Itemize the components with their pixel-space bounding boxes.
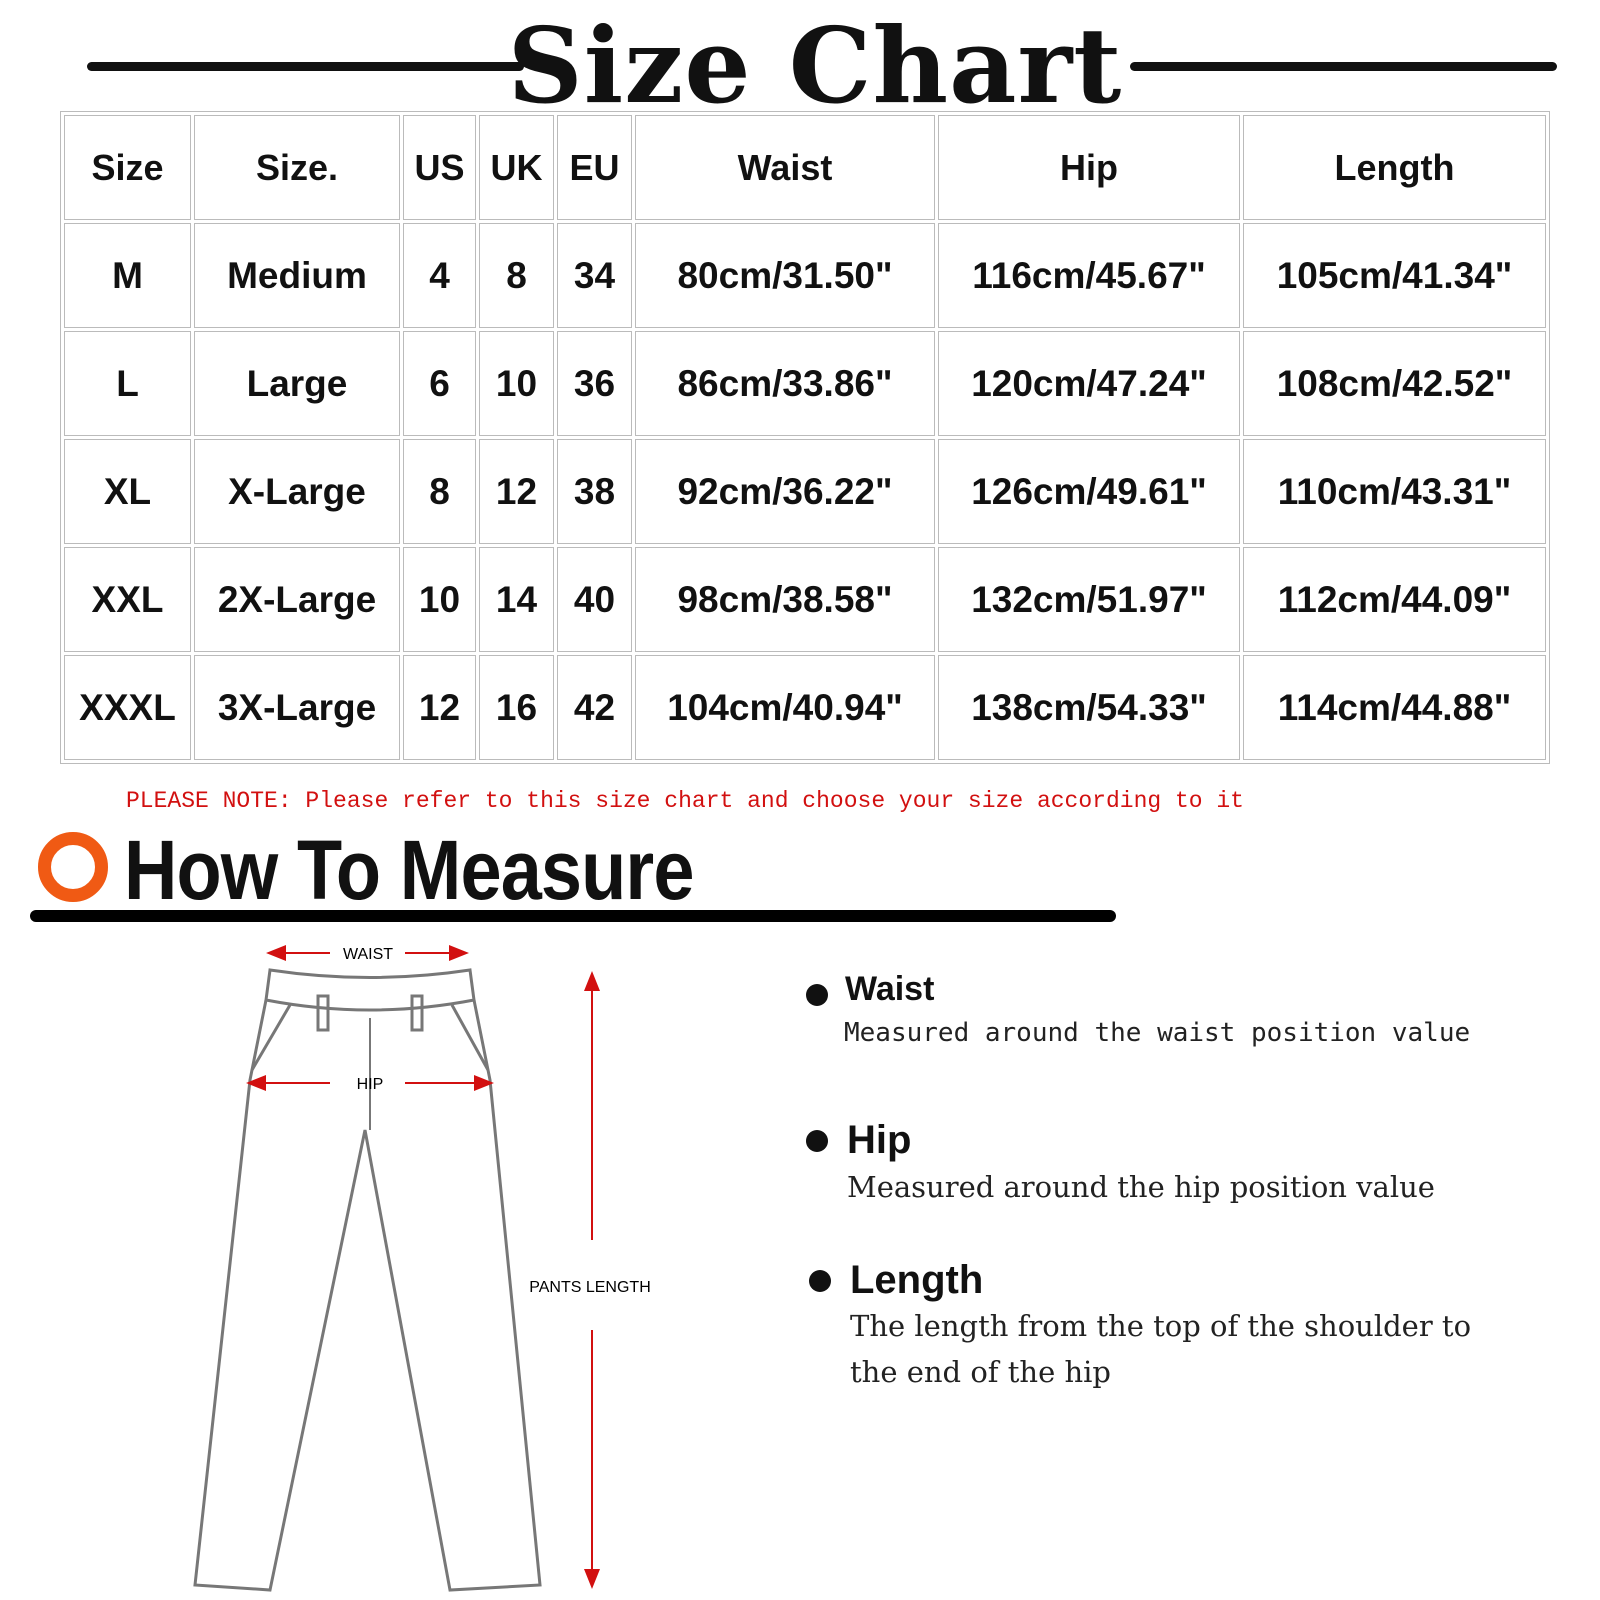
waist-label: WAIST <box>343 946 393 963</box>
table-cell: 10 <box>403 547 476 652</box>
measure-hip-desc: Measured around the hip position value <box>847 1170 1435 1204</box>
bullet-icon <box>806 1130 828 1152</box>
table-cell: 34 <box>557 223 632 328</box>
table-cell: 132cm/51.97" <box>938 547 1240 652</box>
table-cell: 114cm/44.88" <box>1243 655 1546 760</box>
table-cell: 12 <box>403 655 476 760</box>
hip-label: HIP <box>357 1076 384 1093</box>
table-cell: 6 <box>403 331 476 436</box>
title-rule-left <box>87 62 524 71</box>
table-cell: 116cm/45.67" <box>938 223 1240 328</box>
table-cell: XXL <box>64 547 191 652</box>
table-cell: 38 <box>557 439 632 544</box>
table-cell: 8 <box>403 439 476 544</box>
length-label: PANTS LENGTH <box>529 1279 651 1296</box>
table-cell: 8 <box>479 223 554 328</box>
table-cell: 10 <box>479 331 554 436</box>
table-cell: 98cm/38.58" <box>635 547 935 652</box>
measure-length-desc: The length from the top of the shoulder … <box>850 1309 1472 1343</box>
table-cell: 126cm/49.61" <box>938 439 1240 544</box>
table-cell: XL <box>64 439 191 544</box>
table-cell: 105cm/41.34" <box>1243 223 1546 328</box>
header-uk: UK <box>479 115 554 220</box>
table-cell: 36 <box>557 331 632 436</box>
table-cell: 16 <box>479 655 554 760</box>
pants-outline-icon <box>193 968 542 1592</box>
table-cell: L <box>64 331 191 436</box>
table-header-row: Size Size. US UK EU Waist Hip Length <box>64 115 1546 220</box>
table-cell: M <box>64 223 191 328</box>
table-cell: 3X-Large <box>194 655 400 760</box>
table-cell: 108cm/42.52" <box>1243 331 1546 436</box>
measure-waist-desc: Measured around the waist position value <box>844 1018 1471 1048</box>
table-row: M Medium 4 8 34 80cm/31.50" 116cm/45.67" 105cm/… <box>64 223 1546 328</box>
header-length: Length <box>1243 115 1546 220</box>
pants-diagram: WAIST HIP PANTS LENGTH <box>193 945 651 1592</box>
measure-length-title: Length <box>850 1258 984 1302</box>
size-note: PLEASE NOTE: Please refer to this size c… <box>126 788 1244 814</box>
table-cell: Large <box>194 331 400 436</box>
table-row: XL X-Large 8 12 38 92cm/36.22" 126cm/49.61" 110… <box>64 439 1546 544</box>
table-cell: XXXL <box>64 655 191 760</box>
measure-length-desc-2: the end of the hip <box>850 1355 1111 1389</box>
how-to-rule <box>30 910 1116 922</box>
table-cell: 4 <box>403 223 476 328</box>
ring-icon <box>38 832 108 902</box>
page-title: Size Chart <box>507 4 1123 127</box>
table-cell: 120cm/47.24" <box>938 331 1240 436</box>
header-waist: Waist <box>635 115 935 220</box>
table-cell: 138cm/54.33" <box>938 655 1240 760</box>
title-rule-right <box>1130 62 1557 71</box>
how-to-measure-title: How To Measure <box>124 823 694 917</box>
table-cell: Medium <box>194 223 400 328</box>
header-hip: Hip <box>938 115 1240 220</box>
table-cell: 104cm/40.94" <box>635 655 935 760</box>
table-row: L Large 6 10 36 86cm/33.86" 120cm/47.24" 108cm/… <box>64 331 1546 436</box>
header-size-name: Size. <box>194 115 400 220</box>
header-size: Size <box>64 115 191 220</box>
table-cell: 14 <box>479 547 554 652</box>
table-cell: 110cm/43.31" <box>1243 439 1546 544</box>
bullet-icon <box>809 1270 831 1292</box>
table-cell: 112cm/44.09" <box>1243 547 1546 652</box>
table-cell: 92cm/36.22" <box>635 439 935 544</box>
bullet-icon <box>806 984 828 1006</box>
measure-waist-title: Waist <box>845 970 935 1008</box>
table-row: XXXL 3X-Large 12 16 42 104cm/40.94" 138cm/54.3… <box>64 655 1546 760</box>
header-us: US <box>403 115 476 220</box>
table-cell: X-Large <box>194 439 400 544</box>
size-table: Size Size. US UK EU Waist Hip Length M Me… <box>60 111 1550 764</box>
table-row: XXL 2X-Large 10 14 40 98cm/38.58" 132cm/51.97"… <box>64 547 1546 652</box>
table-cell: 80cm/31.50" <box>635 223 935 328</box>
measure-hip-title: Hip <box>847 1118 912 1162</box>
table-cell: 86cm/33.86" <box>635 331 935 436</box>
table-cell: 42 <box>557 655 632 760</box>
table-cell: 40 <box>557 547 632 652</box>
header-eu: EU <box>557 115 632 220</box>
table-cell: 12 <box>479 439 554 544</box>
table-cell: 2X-Large <box>194 547 400 652</box>
